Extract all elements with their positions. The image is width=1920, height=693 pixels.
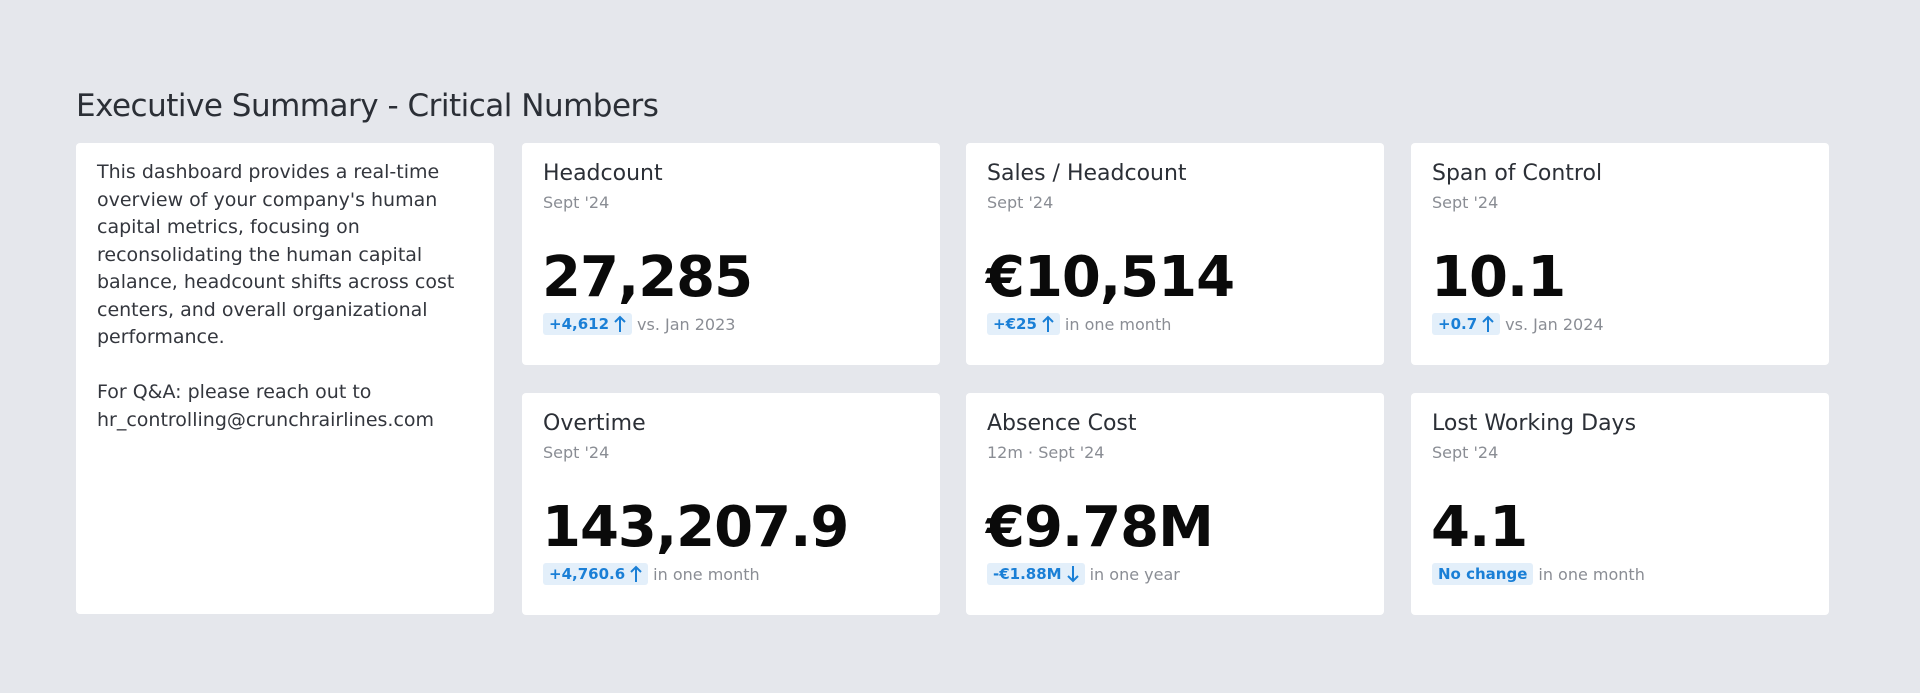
delta-comparison: in one month	[1064, 314, 1172, 334]
kpi-value: 143,207.9	[542, 495, 849, 560]
kpi-delta-row: +4,612 vs. Jan 2023	[543, 313, 735, 335]
delta-comparison: vs. Jan 2023	[637, 314, 736, 334]
delta-badge: +4,612	[543, 313, 633, 335]
kpi-card: Headcount Sept '24 27,285 +4,612 vs. Jan 202…	[522, 143, 940, 365]
kpi-title: Span of Control	[1432, 161, 1603, 186]
kpi-value: €10,514	[986, 245, 1235, 310]
kpi-card: Absence Cost 12m · Sept '24 €9.78M -€1.88M i…	[966, 393, 1384, 615]
kpi-card: Lost Working Days Sept '24 4.1 No change in …	[1411, 393, 1829, 615]
kpi-period: Sept '24	[543, 193, 610, 212]
arrow-path	[1482, 315, 1494, 332]
delta-badge: -€1.88M	[987, 563, 1085, 585]
trend-arrow	[1066, 566, 1079, 583]
delta-value: +4,760.6	[549, 565, 626, 583]
delta-badge: +€25	[987, 313, 1060, 335]
intro-card: This dashboard provides a real-time over…	[76, 143, 494, 614]
intro-paragraph: For Q&A: please reach out to hr_controll…	[97, 381, 435, 431]
delta-value: No change	[1438, 565, 1528, 583]
page-title: Executive Summary - Critical Numbers	[76, 88, 659, 124]
trend-arrow	[614, 315, 626, 332]
delta-badge: No change	[1432, 563, 1534, 585]
delta-value: +0.7	[1438, 315, 1478, 333]
trend-arrow	[630, 565, 642, 582]
trend-arrow	[1042, 315, 1054, 332]
kpi-delta-row: No change in one month	[1432, 563, 1645, 585]
kpi-title: Overtime	[543, 411, 646, 436]
kpi-period: Sept '24	[1432, 193, 1499, 212]
kpi-value: 27,285	[542, 245, 753, 310]
kpi-delta-row: +€25 in one month	[987, 313, 1171, 335]
arrow-path	[1066, 566, 1079, 583]
kpi-value: €9.78M	[986, 495, 1214, 560]
kpi-delta-row: +0.7 vs. Jan 2024	[1432, 313, 1604, 335]
delta-comparison: vs. Jan 2024	[1505, 314, 1604, 334]
delta-comparison: in one month	[1538, 564, 1645, 584]
delta-value: +4,612	[549, 315, 610, 333]
kpi-card: Span of Control Sept '24 10.1 +0.7 vs. Jan 2…	[1411, 143, 1829, 365]
kpi-title: Sales / Headcount	[987, 161, 1187, 186]
kpi-value: 10.1	[1431, 245, 1566, 310]
kpi-period: Sept '24	[543, 443, 610, 462]
delta-badge: +4,760.6	[543, 563, 649, 585]
kpi-value: 4.1	[1431, 495, 1528, 560]
arrow-path	[614, 315, 626, 332]
kpi-title: Headcount	[543, 161, 663, 186]
delta-badge: +0.7	[1432, 313, 1501, 335]
kpi-title: Lost Working Days	[1432, 411, 1637, 436]
kpi-delta-row: -€1.88M in one year	[987, 563, 1180, 585]
kpi-title: Absence Cost	[987, 411, 1137, 436]
kpi-delta-row: +4,760.6 in one month	[543, 563, 760, 585]
kpi-period: Sept '24	[987, 193, 1054, 212]
kpi-card: Overtime Sept '24 143,207.9 +4,760.6 in one …	[522, 393, 940, 615]
kpi-period: Sept '24	[1432, 443, 1499, 462]
arrow-path	[1042, 315, 1054, 332]
arrow-path	[630, 565, 642, 582]
delta-value: +€25	[993, 315, 1037, 333]
delta-comparison: in one year	[1089, 564, 1180, 584]
delta-value: -€1.88M	[993, 565, 1062, 583]
kpi-card: Sales / Headcount Sept '24 €10,514 +€25 in o…	[966, 143, 1384, 365]
kpi-period: 12m · Sept '24	[987, 443, 1105, 462]
intro-paragraph: This dashboard provides a real-time over…	[97, 161, 455, 348]
trend-arrow	[1482, 315, 1494, 332]
delta-comparison: in one month	[653, 564, 760, 584]
